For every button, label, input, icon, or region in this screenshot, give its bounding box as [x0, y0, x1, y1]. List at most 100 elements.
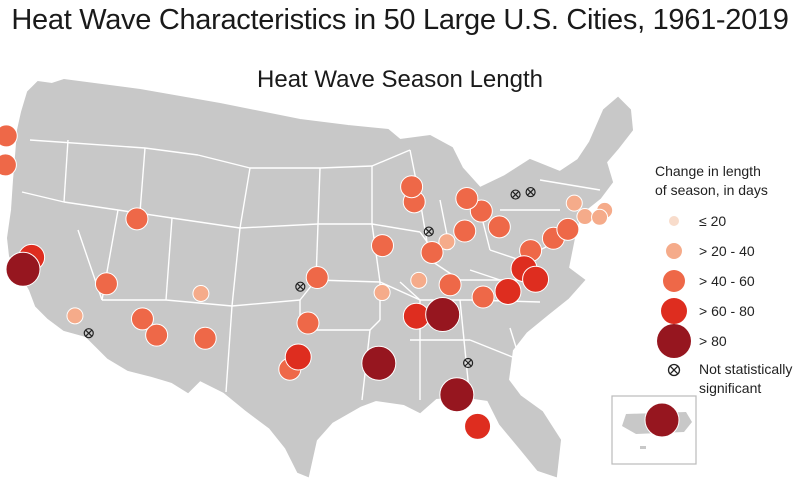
legend-row: ≤ 20 — [655, 206, 800, 236]
legend-swatch — [655, 296, 693, 326]
city-marker — [425, 297, 461, 333]
city-marker — [522, 265, 550, 293]
city-marker — [370, 234, 394, 258]
state-border-line — [171, 217, 241, 229]
not-significant-label-line2: significant — [699, 380, 762, 396]
legend-label: > 80 — [699, 333, 727, 349]
state-border-line — [509, 327, 521, 361]
legend-title-line2: of season, in days — [655, 182, 768, 198]
state-border-line — [469, 269, 501, 281]
map-title: Heat Wave Characteristics in 50 Large U.… — [11, 4, 789, 36]
city-marker — [565, 194, 583, 212]
legend: Change in length of season, in days ≤ 20… — [655, 162, 800, 398]
city-marker — [494, 277, 522, 305]
city-marker — [576, 208, 594, 226]
state-border-line — [371, 223, 421, 233]
state-border-line — [144, 147, 199, 156]
state-border-line — [239, 223, 319, 229]
legend-title-line1: Change in length — [655, 163, 761, 179]
city-marker — [453, 219, 477, 243]
state-border-line — [489, 249, 521, 261]
puerto-rico-islet — [640, 446, 646, 449]
not-significant-label-line1: Not statistically — [699, 361, 793, 377]
state-border-line — [231, 227, 241, 307]
legend-row: > 20 - 40 — [655, 236, 800, 266]
city-marker — [438, 233, 456, 251]
city-marker — [591, 208, 609, 226]
state-border-line — [239, 167, 251, 229]
legend-not-significant: Not statistically significant — [655, 360, 800, 398]
city-marker — [0, 124, 18, 148]
city-marker — [361, 345, 397, 381]
legend-label: > 20 - 40 — [699, 243, 755, 259]
state-border-line — [539, 179, 601, 191]
state-border-line — [231, 299, 301, 307]
legend-dot — [666, 243, 682, 259]
legend-swatch — [655, 206, 693, 236]
legend-dot — [657, 324, 691, 358]
legend-swatch — [655, 266, 693, 296]
city-marker — [400, 175, 424, 199]
state-border-line — [371, 149, 411, 167]
legend-label: > 60 - 80 — [699, 303, 755, 319]
legend-swatch — [655, 236, 693, 266]
state-border-line — [379, 281, 421, 301]
not-significant-marker — [295, 281, 306, 292]
city-marker — [284, 343, 312, 371]
legend-dot — [669, 216, 679, 226]
state-border-line — [369, 319, 381, 331]
state-border-line — [63, 139, 69, 203]
city-marker — [556, 217, 580, 241]
city-marker — [66, 307, 84, 325]
city-marker — [192, 284, 210, 302]
city-marker — [410, 271, 428, 289]
state-border-line — [317, 167, 321, 225]
not-significant-marker — [525, 186, 536, 198]
legend-label: > 40 - 60 — [699, 273, 755, 289]
city-marker — [373, 284, 391, 302]
city-marker — [125, 207, 149, 231]
city-marker — [193, 326, 217, 350]
state-border-line — [197, 154, 251, 169]
legend-row: > 60 - 80 — [655, 296, 800, 326]
city-marker — [439, 377, 475, 413]
city-marker — [644, 402, 680, 438]
legend-row: > 80 — [655, 324, 800, 358]
legend-dot — [663, 270, 685, 292]
city-marker — [471, 285, 495, 309]
state-border-line — [29, 139, 146, 149]
not-significant-icon — [655, 360, 693, 380]
state-border-line — [225, 305, 233, 393]
legend-swatch — [655, 324, 693, 358]
city-marker — [0, 153, 17, 177]
not-significant-marker — [462, 357, 474, 369]
state-border-line — [63, 201, 119, 211]
state-border-line — [399, 281, 421, 301]
city-marker — [305, 266, 329, 290]
state-border-line — [165, 217, 173, 301]
not-significant-marker — [423, 226, 434, 237]
city-marker — [296, 311, 320, 335]
state-border-line — [21, 191, 65, 203]
state-border-line — [139, 147, 146, 213]
not-significant-marker — [83, 328, 94, 339]
city-marker — [438, 273, 462, 297]
city-marker — [130, 307, 154, 331]
state-border-line — [165, 299, 233, 307]
state-border-line — [469, 339, 521, 361]
map-subtitle: Heat Wave Season Length — [257, 66, 543, 93]
city-marker — [455, 186, 479, 210]
legend-dot — [661, 298, 687, 324]
legend-label: ≤ 20 — [699, 213, 727, 229]
city-marker — [94, 272, 118, 296]
not-significant-marker — [510, 189, 521, 200]
legend-title: Change in length of season, in days — [655, 162, 800, 200]
legend-row: > 40 - 60 — [655, 266, 800, 296]
city-marker — [464, 412, 492, 440]
legend-classes: ≤ 20 > 20 - 40 > 40 - 60 > 60 - 80 > 80 — [655, 206, 800, 358]
city-marker — [487, 215, 511, 239]
city-marker — [420, 240, 444, 264]
city-marker — [145, 323, 169, 347]
city-markers — [0, 124, 680, 440]
